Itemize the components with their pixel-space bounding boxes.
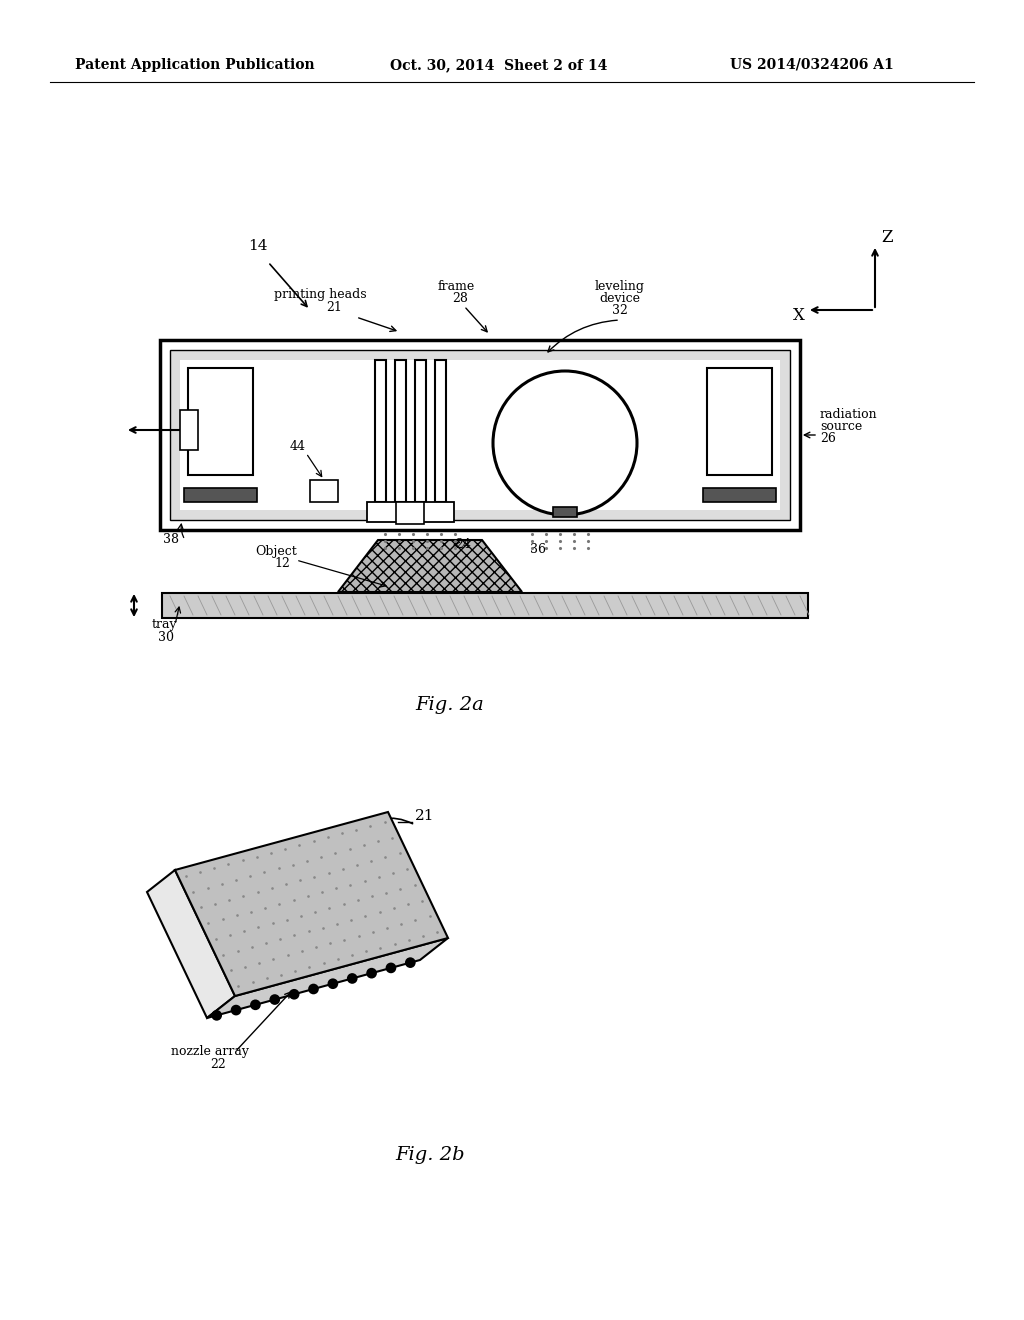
Circle shape <box>406 958 415 968</box>
Circle shape <box>309 985 318 994</box>
Text: 24: 24 <box>455 539 471 550</box>
Text: Z: Z <box>881 230 893 247</box>
Circle shape <box>290 990 299 999</box>
Text: 34: 34 <box>553 438 572 451</box>
Circle shape <box>348 974 356 983</box>
Text: printing heads: printing heads <box>273 288 367 301</box>
Bar <box>396 502 424 524</box>
Text: 32: 32 <box>612 304 628 317</box>
Text: Oct. 30, 2014  Sheet 2 of 14: Oct. 30, 2014 Sheet 2 of 14 <box>390 58 607 73</box>
Text: 30: 30 <box>158 631 174 644</box>
Circle shape <box>251 1001 260 1010</box>
Text: US 2014/0324206 A1: US 2014/0324206 A1 <box>730 58 894 73</box>
Bar <box>395 360 406 502</box>
Text: Object: Object <box>255 545 297 558</box>
Polygon shape <box>338 540 522 591</box>
Text: Fig. 2a: Fig. 2a <box>416 696 484 714</box>
Text: source: source <box>820 420 862 433</box>
Text: leveling: leveling <box>595 280 645 293</box>
Circle shape <box>386 964 395 973</box>
Text: 26: 26 <box>820 432 836 445</box>
Circle shape <box>329 979 337 989</box>
Bar <box>415 360 426 502</box>
Polygon shape <box>147 870 234 1018</box>
Text: Fig. 2b: Fig. 2b <box>395 1146 465 1164</box>
Text: X: X <box>793 306 805 323</box>
Text: nozzle array: nozzle array <box>171 1045 249 1059</box>
Text: Patent Application Publication: Patent Application Publication <box>75 58 314 73</box>
Bar <box>170 350 790 520</box>
Bar <box>310 480 338 502</box>
Polygon shape <box>175 812 449 997</box>
Bar <box>703 488 776 502</box>
Circle shape <box>212 1011 221 1020</box>
Bar <box>180 360 780 510</box>
Circle shape <box>493 371 637 515</box>
Bar <box>707 368 772 475</box>
Circle shape <box>231 1006 241 1015</box>
Text: radiation: radiation <box>820 408 878 421</box>
Text: 38: 38 <box>163 533 179 546</box>
Text: 22: 22 <box>210 1059 226 1071</box>
Bar <box>553 507 577 517</box>
Bar <box>162 593 808 618</box>
Bar <box>188 368 253 475</box>
Text: 21: 21 <box>326 301 342 314</box>
Bar <box>435 360 446 502</box>
Bar <box>160 341 800 531</box>
Text: frame: frame <box>437 280 475 293</box>
Text: device: device <box>599 292 640 305</box>
Bar <box>367 502 454 521</box>
Text: 36: 36 <box>530 543 546 556</box>
Text: 21: 21 <box>415 809 434 822</box>
Bar <box>184 488 257 502</box>
Circle shape <box>270 995 280 1005</box>
Circle shape <box>367 969 376 978</box>
Text: 28: 28 <box>452 292 468 305</box>
Polygon shape <box>207 939 449 1018</box>
Text: 12: 12 <box>274 557 290 570</box>
Text: 44: 44 <box>290 440 306 453</box>
Text: tray: tray <box>152 618 177 631</box>
Bar <box>180 411 198 450</box>
Text: 14: 14 <box>248 239 267 253</box>
Bar <box>375 360 386 502</box>
